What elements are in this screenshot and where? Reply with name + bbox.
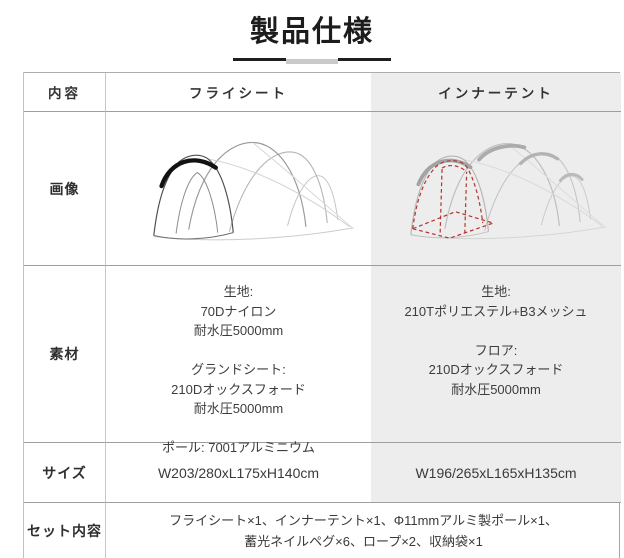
innertent-size-value: W196/265xL165xH135cm <box>371 443 621 503</box>
row-label-image: 画像 <box>24 112 106 266</box>
innertent-image-cell <box>371 112 621 266</box>
title-underline <box>233 57 391 64</box>
column-header-innertent: インナーテント <box>371 73 621 112</box>
set-contents-value: フライシート×1、インナーテント×1、Φ11mmアルミ製ポール×1、 蓄光ネイル… <box>169 512 558 549</box>
flysheet-size-value: W203/280xL175xH140cm <box>106 443 371 503</box>
underline-gray-center <box>286 59 338 64</box>
innertent-material-text: 生地: 210Tポリエステル+B3メッシュ フロア: 210Dオックスフォード … <box>371 266 621 443</box>
innertent-tent-drawing-icon <box>410 142 607 239</box>
underline-dark-right <box>338 58 391 61</box>
page-title: 製品仕様 <box>249 16 374 48</box>
underline-dark-left <box>233 58 286 61</box>
column-header-content: 内容 <box>24 73 106 112</box>
title-section: 製品仕様 <box>0 0 624 64</box>
flysheet-image-cell <box>106 112 371 266</box>
row-label-size: サイズ <box>24 443 106 503</box>
row-label-material: 素材 <box>24 266 106 443</box>
spec-table: 内容 フライシート インナーテント 画像 <box>23 72 621 558</box>
column-header-flysheet: フライシート <box>106 73 371 112</box>
row-label-set-contents: セット内容 <box>24 503 106 558</box>
flysheet-tent-drawing-icon <box>153 141 354 240</box>
flysheet-material-text: 生地: 70Dナイロン 耐水圧5000mm グランドシート: 210Dオックスフ… <box>106 266 371 455</box>
